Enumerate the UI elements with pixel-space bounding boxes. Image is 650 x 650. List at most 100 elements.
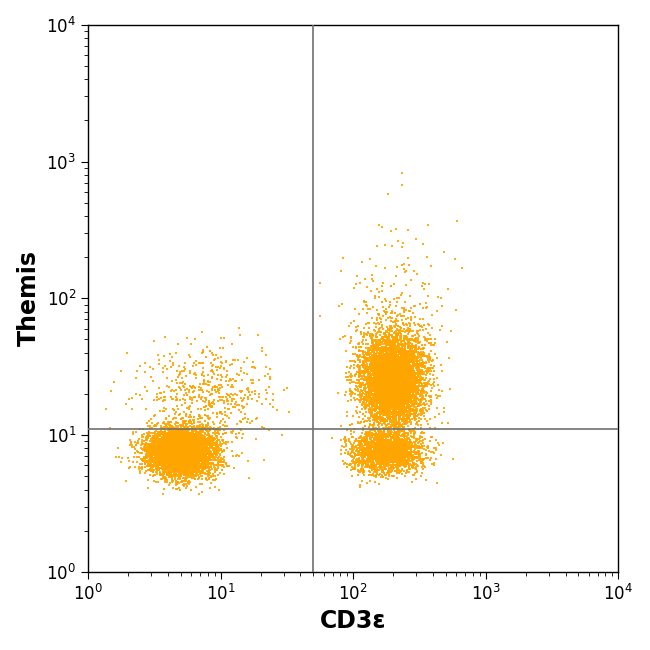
Point	[185, 435, 196, 445]
Point	[415, 369, 426, 379]
Point	[414, 375, 424, 385]
Point	[381, 402, 391, 413]
Point	[186, 454, 196, 464]
Point	[355, 351, 365, 361]
Point	[402, 413, 412, 423]
Point	[201, 378, 211, 389]
Point	[384, 369, 395, 379]
Point	[372, 368, 382, 378]
Point	[170, 432, 180, 443]
Point	[373, 444, 384, 454]
Point	[400, 337, 411, 348]
Point	[172, 456, 183, 467]
Point	[157, 450, 167, 460]
Point	[380, 446, 390, 456]
Point	[398, 368, 409, 378]
Point	[396, 363, 407, 374]
Point	[163, 437, 174, 448]
Point	[164, 428, 174, 439]
Point	[380, 385, 390, 396]
Point	[387, 377, 398, 387]
Point	[388, 339, 398, 350]
Point	[417, 393, 427, 404]
Point	[187, 463, 197, 474]
Point	[374, 411, 385, 422]
Point	[177, 465, 187, 475]
Point	[382, 378, 392, 388]
Point	[378, 370, 389, 381]
Point	[417, 462, 427, 472]
Point	[389, 308, 400, 318]
Point	[391, 444, 401, 454]
Point	[199, 456, 209, 466]
Point	[385, 426, 396, 436]
Point	[160, 460, 170, 471]
Point	[396, 371, 406, 382]
Point	[415, 378, 425, 388]
Point	[187, 463, 197, 473]
Point	[187, 436, 197, 446]
Point	[367, 385, 378, 395]
Point	[404, 363, 414, 374]
Point	[359, 448, 370, 458]
Point	[199, 450, 209, 461]
Point	[391, 363, 402, 373]
Point	[382, 416, 393, 426]
Point	[184, 451, 194, 462]
Point	[168, 458, 178, 468]
Point	[366, 341, 376, 351]
Point	[160, 392, 170, 402]
Point	[377, 332, 387, 343]
Point	[126, 437, 136, 447]
Point	[192, 428, 202, 439]
Point	[156, 445, 166, 456]
Point	[207, 348, 217, 358]
Point	[146, 436, 157, 446]
Point	[402, 376, 413, 387]
Point	[148, 438, 159, 448]
Point	[140, 441, 151, 452]
Point	[402, 446, 412, 456]
Point	[370, 372, 381, 382]
Point	[159, 446, 170, 456]
Point	[161, 434, 172, 444]
Point	[355, 467, 365, 477]
Point	[407, 378, 417, 388]
Point	[160, 454, 170, 464]
Point	[364, 415, 374, 425]
Point	[376, 450, 386, 460]
Point	[383, 383, 393, 393]
Point	[198, 426, 208, 437]
Point	[344, 420, 355, 430]
Point	[170, 437, 181, 448]
Point	[389, 403, 399, 413]
Point	[381, 306, 391, 317]
Point	[192, 463, 202, 474]
Point	[370, 430, 381, 441]
Point	[387, 330, 397, 340]
Point	[376, 448, 386, 459]
Point	[162, 452, 173, 463]
Point	[378, 410, 388, 421]
Point	[398, 378, 409, 388]
Point	[176, 458, 187, 469]
Point	[365, 451, 375, 462]
Point	[398, 392, 408, 402]
Point	[398, 238, 408, 248]
Point	[399, 311, 410, 322]
Point	[361, 443, 371, 453]
Point	[390, 448, 400, 458]
Point	[151, 444, 162, 454]
Point	[363, 387, 373, 398]
Point	[399, 387, 410, 398]
Point	[396, 376, 406, 387]
Point	[408, 359, 418, 369]
Point	[384, 344, 394, 355]
Point	[404, 390, 415, 400]
Point	[398, 413, 408, 424]
Point	[402, 374, 412, 385]
Point	[182, 462, 192, 472]
Point	[379, 435, 389, 445]
Point	[405, 364, 415, 374]
Point	[404, 437, 415, 447]
